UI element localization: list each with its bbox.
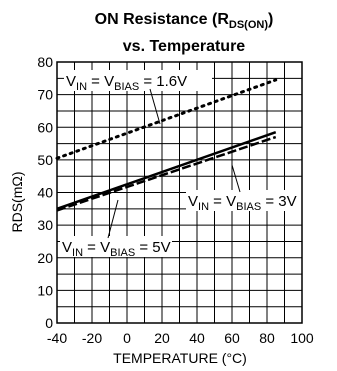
series-label-box	[186, 190, 302, 211]
series-label-box	[60, 236, 172, 257]
series-labels: VIN = VBIAS = 1.6V VIN = VBIAS = 3V VIN = …	[60, 70, 302, 259]
tick-labels: -40 -20 0 20 40 60 80 100 0 10 20 30 40 50 60 70 80	[37, 54, 313, 346]
y-tick-label: 70	[37, 87, 53, 103]
label-leader-line	[231, 164, 241, 193]
series-label: VIN = VBIAS = 3V	[188, 193, 297, 213]
y-axis-label: RDS(mΩ)	[9, 171, 25, 232]
series-line-solid	[56, 130, 277, 210]
x-tick-label: 40	[189, 330, 205, 346]
x-axis-label: TEMPERATURE (°C)	[113, 350, 247, 366]
y-tick-label: 10	[37, 282, 53, 298]
series-line-dotted	[55, 78, 278, 160]
label-leader-line	[149, 88, 161, 125]
x-tick-label: 60	[224, 330, 240, 346]
x-tick-label: -40	[47, 330, 67, 346]
y-tick-label: 0	[45, 315, 53, 331]
x-tick-label: 0	[123, 330, 131, 346]
y-tick-label: 50	[37, 152, 53, 168]
plot-frame	[56, 61, 303, 324]
y-tick-label: 20	[37, 250, 53, 266]
series-label: VIN = VBIAS = 1.6V	[66, 73, 187, 93]
label-leader-line	[107, 199, 119, 239]
y-tick-label: 80	[37, 54, 53, 70]
x-tick-label: 80	[259, 330, 275, 346]
x-tick-label: 20	[154, 330, 170, 346]
series-line-dashed	[56, 135, 277, 212]
series	[55, 78, 278, 212]
chart-title-line1: ON Resistance (RDS(ON))	[95, 11, 274, 31]
series-label: VIN = VBIAS = 5V	[62, 239, 171, 259]
chart-title-line2: vs. Temperature	[123, 38, 246, 55]
y-tick-label: 60	[37, 119, 53, 135]
y-tick-label: 40	[37, 185, 53, 201]
x-tick-label: -20	[82, 330, 102, 346]
series-label-box	[64, 70, 212, 91]
x-tick-label: 100	[290, 330, 314, 346]
y-tick-label: 30	[37, 217, 53, 233]
